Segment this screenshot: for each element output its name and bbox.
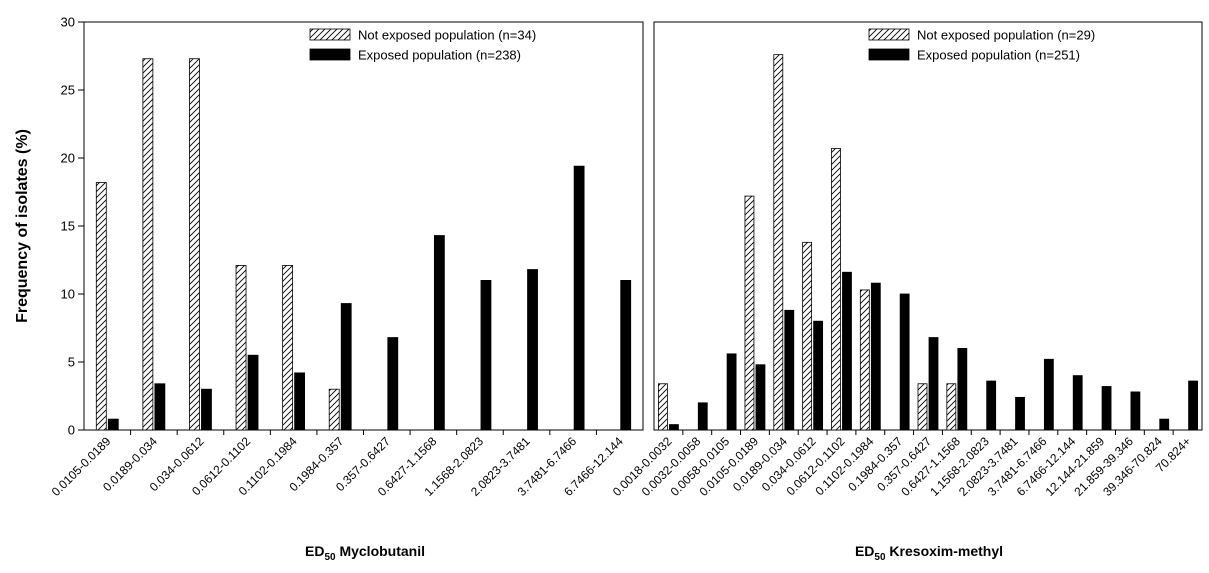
bar-not-exposed xyxy=(946,383,957,431)
bar-exposed xyxy=(726,353,737,431)
y-tick-label: 25 xyxy=(61,83,75,98)
bar-exposed xyxy=(1043,358,1054,431)
bar-exposed xyxy=(1188,380,1198,431)
bar-not-exposed xyxy=(142,58,154,431)
legend-label: Exposed population (n=238) xyxy=(358,48,521,63)
bar-not-exposed xyxy=(744,195,755,431)
bar-not-exposed xyxy=(859,289,870,431)
bar-exposed xyxy=(247,354,259,431)
bar-not-exposed xyxy=(235,265,247,431)
y-tick-label: 5 xyxy=(68,355,75,370)
bar-not-exposed xyxy=(831,148,841,431)
bar-not-exposed xyxy=(802,241,813,431)
plot-frame xyxy=(83,21,644,431)
legend-swatch xyxy=(309,28,351,41)
bar-exposed xyxy=(669,424,679,431)
x-axis-label: ED50 Myclobutanil xyxy=(305,543,425,563)
bar-exposed xyxy=(573,165,585,431)
bar-exposed xyxy=(784,309,795,431)
legend-label: Not exposed population (n=29) xyxy=(917,28,1095,43)
bar-exposed xyxy=(1101,386,1112,431)
bar-not-exposed xyxy=(95,182,107,431)
bar-not-exposed xyxy=(773,54,784,431)
bar-exposed xyxy=(957,347,968,431)
bar-exposed xyxy=(527,269,538,431)
bar-exposed xyxy=(899,293,910,431)
bar-exposed xyxy=(697,402,708,431)
bar-exposed xyxy=(480,279,492,431)
bar-exposed xyxy=(340,303,352,431)
bar-exposed xyxy=(1072,375,1083,431)
bar-exposed xyxy=(755,364,766,431)
legend-label: Not exposed population (n=34) xyxy=(358,28,536,43)
bar-not-exposed xyxy=(658,383,668,431)
bar-exposed xyxy=(201,388,212,431)
bar-exposed xyxy=(620,279,632,431)
bar-exposed xyxy=(107,418,119,431)
bar-exposed xyxy=(986,380,997,431)
y-tick-label: 10 xyxy=(61,287,75,302)
y-tick-label: 30 xyxy=(61,15,75,30)
bar-not-exposed xyxy=(189,58,200,431)
plot-frame xyxy=(653,21,1203,431)
bar-not-exposed xyxy=(282,265,294,431)
bar-exposed xyxy=(433,235,445,431)
y-tick-label: 15 xyxy=(61,219,75,234)
legend-swatch xyxy=(868,28,910,41)
bar-exposed xyxy=(928,337,939,431)
chart-panel-2: 0.0018-0.00320.0032-0.00580.0058-0.01050… xyxy=(610,21,1203,563)
bar-exposed xyxy=(870,282,881,431)
legend-label: Exposed population (n=251) xyxy=(917,48,1080,63)
bar-exposed xyxy=(154,383,166,431)
legend-swatch xyxy=(868,48,910,61)
y-tick-label: 0 xyxy=(68,423,75,438)
y-axis-label: Frequency of isolates (%) xyxy=(14,129,31,323)
bar-exposed xyxy=(294,372,306,431)
y-tick-label: 20 xyxy=(61,151,75,166)
bar-not-exposed xyxy=(328,388,340,431)
bar-exposed xyxy=(387,337,399,431)
legend-swatch xyxy=(309,48,351,61)
bar-exposed xyxy=(1130,391,1141,431)
bar-exposed xyxy=(813,320,824,431)
bar-exposed xyxy=(1015,396,1025,431)
bar-exposed xyxy=(842,271,852,431)
x-axis-label: ED50 Kresoxim-methyl xyxy=(855,543,1003,563)
bar-not-exposed xyxy=(917,383,928,431)
bar-exposed xyxy=(1159,418,1170,431)
